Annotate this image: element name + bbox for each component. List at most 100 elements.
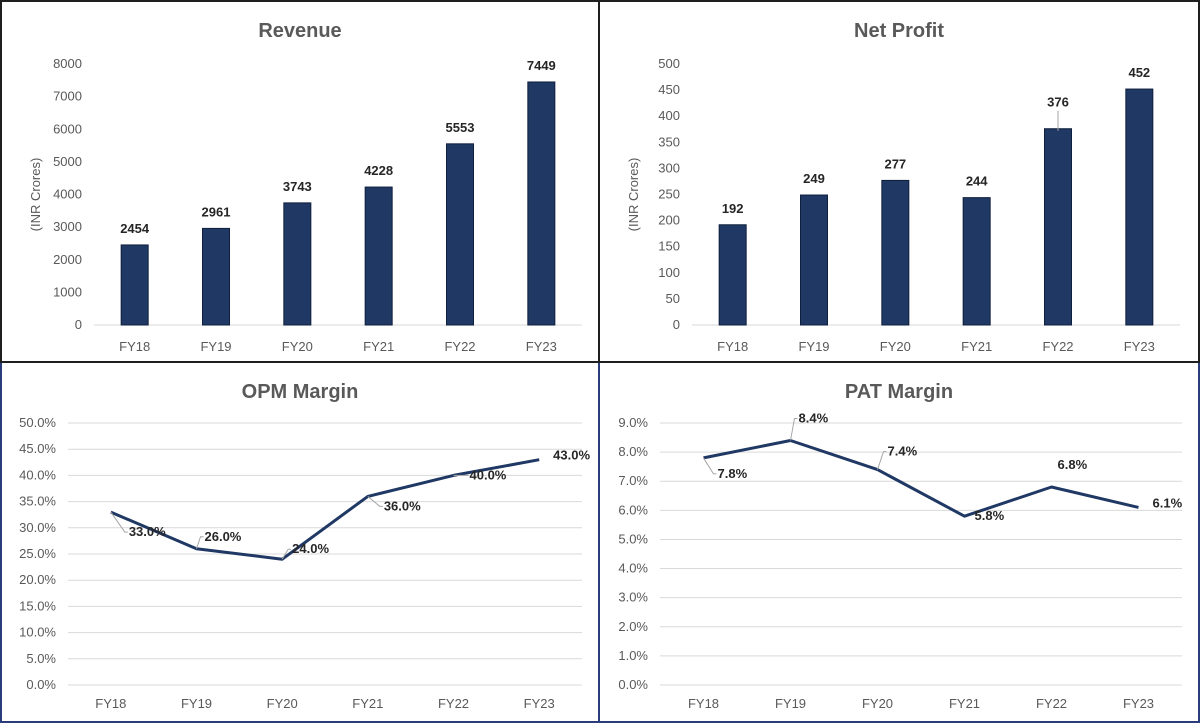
data-label: 3743 [283,179,312,194]
net-profit-chart-panel: Net Profit 0 50 100 150 200 250 300 350 400 450 50… [600,0,1200,363]
bar [446,143,474,326]
y-tick-label: 0 [673,317,680,332]
y-tick-label: 3.0% [618,590,648,605]
y-tick-label: 2000 [53,252,82,267]
leader-line [196,536,204,549]
x-tick-label: FY23 [526,339,557,354]
net-profit-chart: Net Profit 0 50 100 150 200 250 300 350 400 450 50… [626,20,1180,354]
leader-line [703,457,717,475]
data-label: 376 [1047,95,1069,110]
data-label: 7.4% [888,444,918,459]
y-tick-label: 400 [658,108,680,123]
y-tick-label: 20.0% [19,572,56,587]
x-tick-label: FY18 [119,339,150,354]
bar [120,244,149,326]
chart-title: PAT Margin [845,381,953,403]
x-tick-label: FY20 [880,339,911,354]
y-tick-label: 7.0% [618,473,648,488]
x-tick-label: FY19 [200,339,231,354]
y-tick-label: 0 [75,317,82,332]
x-tick-label: FY21 [961,339,992,354]
leader-line [367,495,383,507]
y-tick-label: 2.0% [618,619,648,634]
data-label: 36.0% [384,498,421,513]
y-tick-label: 40.0% [19,467,56,482]
bar [364,186,393,326]
pat-margin-chart: PAT Margin 0.0% 1.0% 2.0% 3.0% 4.0% 5.0% 6.0% 7… [618,381,1183,711]
data-label: 5.8% [975,508,1005,523]
y-axis-label: (INR Crores) [626,158,641,232]
x-tick-label: FY18 [688,696,719,711]
bar [283,202,312,326]
chart-title: Net Profit [854,20,944,42]
y-tick-label: 4.0% [618,561,648,576]
data-label: 40.0% [470,467,507,482]
y-tick-label: 250 [658,187,680,202]
data-label: 244 [966,174,988,189]
data-label: 26.0% [205,529,242,544]
y-tick-label: 500 [658,56,680,71]
data-label: 6.8% [1058,457,1088,472]
x-tick-label: FY21 [949,696,980,711]
data-label: 4228 [364,163,393,178]
leader-line [110,511,128,533]
revenue-chart-panel: Revenue 0 1000 2000 3000 4000 5000 6000 7000 800… [0,0,600,363]
y-tick-label: 7000 [53,89,82,104]
y-tick-label: 300 [658,160,680,175]
y-tick-label: 0.0% [26,677,56,692]
data-label: 2961 [202,204,231,219]
data-label: 6.1% [1153,495,1183,510]
opm-margin-chart-panel: OPM Margin 0.0% 5.0% 10.0% 15.0% 20.0% 25.0% 3… [0,363,600,723]
series-line [110,458,540,561]
y-tick-label: 100 [658,265,680,280]
x-tick-label: FY20 [267,696,298,711]
y-tick-label: 200 [658,213,680,228]
y-tick-label: 25.0% [19,546,56,561]
y-tick-label: 10.0% [19,625,56,640]
x-tick-label: FY22 [444,339,475,354]
y-tick-label: 5000 [53,154,82,169]
y-tick-label: 3000 [53,219,82,234]
y-tick-label: 6000 [53,121,82,136]
y-tick-label: 5.0% [618,531,648,546]
data-label: 452 [1128,65,1150,80]
y-tick-label: 5.0% [26,651,56,666]
x-tick-label: FY23 [1124,339,1155,354]
data-label: 24.0% [292,541,329,556]
x-tick-label: FY23 [524,696,555,711]
x-tick-label: FY23 [1123,696,1154,711]
chart-title: OPM Margin [242,381,359,403]
data-label: 5553 [446,120,475,135]
y-tick-label: 8000 [53,56,82,71]
data-label: 7.8% [718,466,748,481]
bar [800,194,828,326]
series-line [703,439,1139,518]
y-tick-label: 450 [658,82,680,97]
revenue-chart: Revenue 0 1000 2000 3000 4000 5000 6000 7000 800… [28,20,582,354]
bar [202,227,230,326]
y-tick-label: 4000 [53,187,82,202]
bar [881,179,910,326]
data-label: 33.0% [129,524,166,539]
opm-margin-chart: OPM Margin 0.0% 5.0% 10.0% 15.0% 20.0% 25.0% 3… [19,381,590,711]
data-label: 249 [803,171,825,186]
data-label: 277 [884,156,906,171]
x-tick-label: FY22 [1042,339,1073,354]
x-tick-label: FY22 [438,696,469,711]
data-label: 7449 [527,58,556,73]
x-tick-label: FY19 [798,339,829,354]
x-tick-label: FY21 [352,696,383,711]
leader-line [877,451,887,470]
y-tick-label: 35.0% [19,494,56,509]
y-tick-label: 45.0% [19,441,56,456]
y-tick-label: 50 [666,291,680,306]
y-tick-label: 8.0% [618,444,648,459]
leader-line [281,548,292,560]
data-label: 2454 [120,221,150,236]
y-tick-label: 1.0% [618,648,648,663]
x-tick-label: FY21 [363,339,394,354]
y-tick-label: 30.0% [19,520,56,535]
x-tick-label: FY22 [1036,696,1067,711]
x-tick-label: FY18 [95,696,126,711]
y-tick-label: 1000 [53,284,82,299]
